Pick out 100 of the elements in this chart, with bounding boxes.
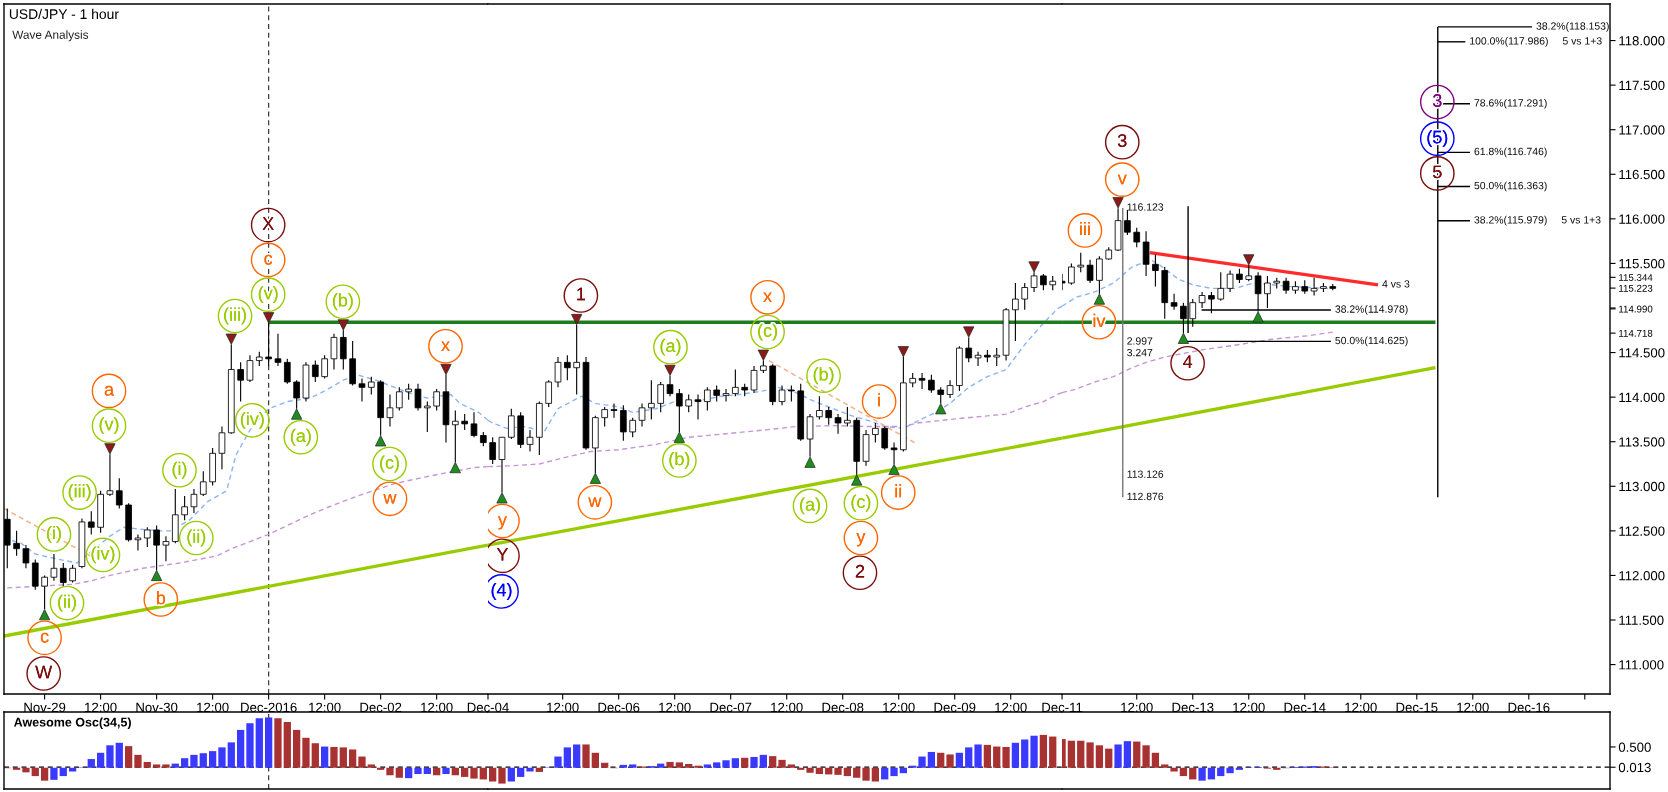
x-tick-label: 12:00 <box>1457 702 1489 713</box>
y-tick-label: 118.000 <box>1619 36 1665 46</box>
series-label: 2 <box>855 564 865 578</box>
x-tick-label: Dec-08 <box>822 702 864 713</box>
x-tick-label: Dec-11 <box>1042 702 1083 713</box>
data-label: (iv) <box>91 546 115 564</box>
data-label: (i) <box>172 461 187 479</box>
y-tick-label: 114.000 <box>1619 392 1665 403</box>
series-label: 4 <box>1183 355 1193 368</box>
x-tick-label: 12:00 <box>547 702 579 713</box>
data-label: X <box>262 217 274 230</box>
data-label: (ii) <box>58 594 76 612</box>
data-label: w <box>383 493 397 504</box>
data-label: iv <box>1093 313 1106 327</box>
data-label: x <box>763 292 772 302</box>
y-tick-label: 112.500 <box>1619 526 1665 536</box>
annotation: 5 vs 1+3 <box>1562 37 1602 45</box>
annotation: 4 vs 3 <box>1382 280 1410 288</box>
data-label: v <box>1117 174 1127 185</box>
y-tick-label: 111.000 <box>1619 660 1664 670</box>
x-tick-label: Dec-04 <box>467 702 509 713</box>
x-tick-label: 12:00 <box>1233 702 1265 713</box>
data-label: (c) <box>851 494 871 512</box>
x-tick-label: Dec-16 <box>1508 702 1550 713</box>
annotation: 100.0%(117.986) <box>1470 36 1548 47</box>
data-label: y <box>856 533 866 547</box>
annotation: 50.0%(114.625) <box>1335 336 1408 347</box>
data-label: (b) <box>813 367 834 385</box>
annotation: 112.876 <box>1127 492 1164 501</box>
x-tick-label: Nov-30 <box>136 702 178 713</box>
y-tick-label: 117.500 <box>1619 80 1665 91</box>
data-label: (c) <box>380 455 399 473</box>
series-label: 3 <box>1117 134 1127 148</box>
data-label: W <box>35 665 53 679</box>
data-label: c <box>40 632 49 643</box>
x-tick-label: 12:00 <box>883 702 915 713</box>
y-tick-label: 114.718 <box>1619 329 1653 337</box>
data-label: (a) <box>290 428 311 446</box>
data-label: w <box>588 497 602 507</box>
data-label: (a) <box>660 338 681 356</box>
data-label: y <box>497 516 507 530</box>
annotation: 38.2%(115.979) <box>1474 215 1547 226</box>
data-label: (c) <box>758 323 777 341</box>
y-tick-label: 117.000 <box>1619 125 1665 135</box>
series-label: (4) <box>491 583 512 600</box>
x-tick-label: 12:00 <box>771 702 803 713</box>
x-tick-label: 12:00 <box>309 702 341 713</box>
annotation: 50.0%(116.363) <box>1474 181 1547 192</box>
data-label: (iii) <box>68 484 91 501</box>
x-tick-label: Dec-07 <box>710 702 752 713</box>
x-tick-label: 12:00 <box>421 702 453 713</box>
x-tick-label: Dec-06 <box>598 702 640 713</box>
annotation: 78.6%(117.291) <box>1474 98 1547 109</box>
y-tick-label: 113.000 <box>1619 481 1665 492</box>
annotation: 2.997 <box>1127 337 1153 345</box>
annotation: 38.2%(114.978) <box>1335 305 1408 315</box>
y-tick-label: 115.500 <box>1619 258 1665 269</box>
x-tick-label: Dec-14 <box>1284 702 1326 713</box>
data-label: iii <box>1080 222 1090 236</box>
data-label: (i) <box>47 526 61 543</box>
y-tick-label: 116.000 <box>1619 214 1665 224</box>
annotation: 113.126 <box>1127 470 1164 478</box>
annotation: 38.2%(118.153) <box>1536 22 1609 32</box>
data-label: Y <box>496 548 509 561</box>
x-tick-label: Dec-09 <box>934 702 976 713</box>
x-tick-label: Dec-2016 <box>241 702 297 713</box>
x-tick-label: 12:00 <box>995 702 1027 713</box>
x-tick-label: 12:00 <box>197 702 229 713</box>
x-tick-label: 12:00 <box>659 702 691 713</box>
chart-title: Awesome Osc(34,5) <box>13 717 131 730</box>
data-label: (ii) <box>187 529 206 547</box>
annotation: 5 vs 1+3 <box>1561 216 1601 224</box>
annotation: 61.8%(116.746) <box>1474 147 1547 158</box>
data-label: (b) <box>332 293 353 311</box>
y-tick-label: 114.500 <box>1619 348 1665 358</box>
x-tick-label: Dec-02 <box>360 702 402 713</box>
y-tick-label: 113.500 <box>1619 437 1665 447</box>
y-tick-label: 112.000 <box>1619 571 1665 581</box>
data-label: ii <box>895 484 902 498</box>
data-label: b <box>156 591 166 605</box>
y-tick-label: 115.344 <box>1619 274 1653 281</box>
y-tick-label: 0.500 <box>1618 742 1651 752</box>
data-label: (iv) <box>240 411 264 429</box>
x-tick-label: 12:00 <box>85 702 117 713</box>
y-tick-label: 116.500 <box>1619 169 1665 180</box>
x-tick-label: Dec-13 <box>1172 702 1214 713</box>
annotation: 3.247 <box>1127 348 1153 357</box>
y-tick-label: 114.990 <box>1619 305 1653 313</box>
x-tick-label: 12:00 <box>1121 702 1153 713</box>
y-tick-label: 111.500 <box>1619 615 1664 625</box>
data-label: a <box>104 385 115 396</box>
data-label: (v) <box>258 286 278 304</box>
series-label: 1 <box>577 287 586 301</box>
annotation: 116.123 <box>1127 203 1164 211</box>
data-label: (b) <box>669 452 690 469</box>
text: Wave Analysis <box>12 30 89 42</box>
y-tick-label: 115.223 <box>1619 284 1653 292</box>
x-tick-label: Dec-15 <box>1396 702 1438 713</box>
chart-title: USD/JPY - 1 hour <box>9 8 119 20</box>
x-tick-label: 12:00 <box>1345 702 1377 713</box>
